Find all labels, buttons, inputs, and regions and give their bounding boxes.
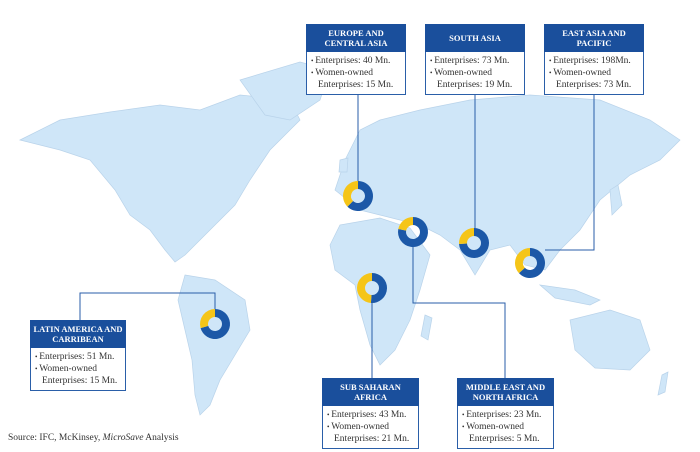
new-zealand xyxy=(657,371,669,396)
source-italic: MicroSave xyxy=(102,433,144,443)
madagascar xyxy=(420,314,433,341)
donut-segment-women-south-asia xyxy=(459,228,474,244)
region-box-east-asia: East Asia and Pacific Enterprises: 198Mn… xyxy=(544,24,644,95)
enterprises-stat: Enterprises: 198Mn. xyxy=(549,55,639,67)
donut-segment-other-latam xyxy=(200,309,230,339)
source-prefix: Source: IFC, McKinsey, xyxy=(8,433,103,443)
donut-segment-other-europe xyxy=(347,181,374,211)
women-stat: Women-owned Enterprises: 21 Mn. xyxy=(327,421,414,445)
region-title: Latin America and Carribean xyxy=(30,320,126,348)
women-stat: Women-owned Enterprises: 15 Mn. xyxy=(311,67,401,91)
donut-charts xyxy=(199,181,545,339)
source-note: Source: IFC, McKinsey, MicroSave Analysi… xyxy=(8,433,179,443)
women-stat: Women-owned Enterprises: 15 Mn. xyxy=(35,363,121,387)
donut-segment-women-europe xyxy=(343,181,358,207)
source-suffix: Analysis xyxy=(143,433,179,443)
women-stat: Women-owned Enterprises: 5 Mn. xyxy=(462,421,549,445)
region-box-mena: Middle East and North Africa Enterprises… xyxy=(457,378,554,449)
region-box-latam: Latin America and Carribean Enterprises:… xyxy=(30,320,126,391)
region-title: East Asia and Pacific xyxy=(544,24,644,52)
southeast-asia-islands xyxy=(538,284,601,306)
region-title: Middle East and North Africa xyxy=(457,378,554,406)
enterprises-stat: Enterprises: 40 Mn. xyxy=(311,55,401,67)
south-america xyxy=(177,274,251,416)
region-box-europe: Europe and Central Asia Enterprises: 40 … xyxy=(306,24,406,95)
donut-segment-other-south-asia xyxy=(459,228,490,259)
north-america xyxy=(18,94,301,263)
enterprises-stat: Enterprises: 23 Mn. xyxy=(462,409,549,421)
donut-segment-other-ssa xyxy=(370,273,387,303)
donut-segment-women-east-asia xyxy=(515,248,530,274)
japan xyxy=(609,184,623,216)
donut-segment-women-ssa xyxy=(356,273,372,303)
donut-segment-other-east-asia xyxy=(518,248,545,278)
enterprises-stat: Enterprises: 43 Mn. xyxy=(327,409,414,421)
region-title: Sub Saharan Africa xyxy=(322,378,419,406)
women-stat: Women-owned Enterprises: 19 Mn. xyxy=(430,67,520,91)
enterprises-stat: Enterprises: 73 Mn. xyxy=(430,55,520,67)
donut-segment-other-mena xyxy=(398,217,428,248)
region-title: Europe and Central Asia xyxy=(306,24,406,52)
australia xyxy=(569,309,651,371)
connector-lines xyxy=(79,90,595,378)
donut-segment-women-latam xyxy=(199,309,215,329)
region-title: South Asia xyxy=(425,24,525,52)
donut-segment-women-mena xyxy=(398,217,413,231)
women-stat: Women-owned Enterprises: 73 Mn. xyxy=(549,67,639,91)
enterprises-stat: Enterprises: 51 Mn. xyxy=(35,351,121,363)
uk xyxy=(338,157,349,173)
region-box-ssa: Sub Saharan Africa Enterprises: 43 Mn.Wo… xyxy=(322,378,419,449)
region-box-south-asia: South Asia Enterprises: 73 Mn.Women-owne… xyxy=(425,24,525,95)
